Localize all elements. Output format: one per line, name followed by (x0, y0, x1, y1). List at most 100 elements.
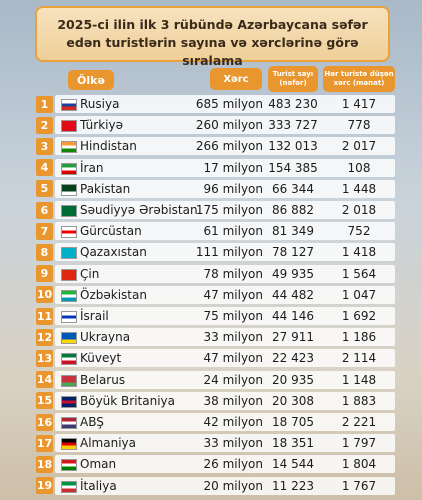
expense: 61 milyon (203, 224, 264, 239)
country-name: Özbəkistan (80, 287, 147, 302)
country-name: Hindistan (80, 139, 137, 154)
per-tourist-expense: 2 114 (341, 351, 377, 366)
rank-badge: 1 (36, 95, 53, 113)
rank-badge: 4 (36, 159, 53, 177)
country-name: Almaniya (80, 436, 136, 451)
tourist-count: 49 935 (272, 266, 314, 281)
flag-icon (61, 205, 77, 217)
expense: 47 milyon (203, 351, 264, 366)
expense: 96 milyon (203, 181, 264, 196)
rank-badge: 18 (36, 455, 53, 473)
flag-icon (61, 417, 77, 429)
rank-badge: 12 (36, 328, 53, 346)
tourist-count: 333 727 (268, 118, 318, 133)
flag-icon (61, 99, 77, 111)
flag-icon (61, 120, 77, 133)
row-background (55, 349, 395, 368)
per-tourist-expense: 1 797 (341, 436, 377, 451)
row-background (55, 413, 395, 431)
expense: 47 milyon (203, 287, 264, 302)
tourist-count: 44 146 (272, 309, 314, 323)
row-background (55, 476, 395, 495)
per-tourist-expense: 1 186 (341, 330, 377, 345)
flag-icon (61, 226, 77, 239)
row-background (55, 370, 395, 389)
expense: 17 milyon (203, 160, 264, 175)
country-name: Oman (80, 457, 117, 472)
flag-icon (61, 162, 77, 175)
row-background (55, 222, 395, 241)
per-tourist-expense: 1 804 (341, 457, 377, 472)
title-line: edən turistlərin sayına və xərclərinə gö… (66, 35, 359, 68)
rank-badge: 11 (36, 307, 53, 325)
per-tourist-expense: 2 221 (341, 415, 377, 429)
tourist-count: 483 230 (268, 97, 318, 111)
rank-badge: 19 (36, 477, 53, 495)
tourist-count: 27 911 (272, 330, 314, 345)
row-background (55, 158, 395, 177)
country-name: Gürcüstan (80, 224, 142, 239)
row-background (55, 243, 395, 262)
rank-badge: 9 (36, 265, 53, 283)
country-name: Pakistan (80, 181, 131, 196)
tourist-count: 20 308 (272, 393, 314, 408)
row-background (55, 285, 395, 304)
row-background (55, 391, 395, 410)
flag-icon (61, 438, 77, 451)
flag-icon (61, 311, 77, 323)
expense: 33 milyon (203, 436, 264, 451)
tourist-count: 18 705 (272, 415, 314, 429)
tourist-count: 18 351 (272, 436, 314, 451)
row-background (55, 179, 395, 198)
country-name: Çin (80, 266, 100, 281)
expense: 42 milyon (203, 415, 264, 429)
row-background (55, 95, 395, 113)
per-tourist-expense: 1 564 (341, 266, 377, 281)
row-background (55, 116, 395, 135)
country-name: İtaliya (80, 478, 117, 493)
tourist-count: 22 423 (272, 351, 314, 366)
expense: 33 milyon (203, 330, 264, 345)
rank-badge: 7 (36, 222, 53, 240)
per-tourist-expense: 2 018 (341, 203, 377, 217)
expense: 685 milyon (195, 97, 263, 111)
country-name: Rusiya (80, 97, 120, 111)
per-tourist-expense: 778 (347, 118, 371, 133)
expense: 175 milyon (195, 203, 263, 217)
row-background (55, 455, 395, 474)
expense: 38 milyon (203, 393, 264, 408)
column-header: Xərc (210, 68, 262, 90)
country-name: Qazaxıstan (80, 245, 147, 260)
expense: 24 milyon (203, 372, 264, 387)
expense: 78 milyon (203, 266, 264, 281)
flag-icon (61, 395, 77, 408)
column-header: Ölkə (68, 70, 114, 90)
country-name: Böyük Britaniya (80, 393, 175, 408)
rank-badge: 13 (36, 349, 53, 367)
rank-badge: 15 (36, 392, 53, 410)
country-name: ABŞ (80, 415, 104, 429)
per-tourist-expense: 1 883 (341, 393, 377, 408)
row-background (55, 201, 395, 219)
expense: 26 milyon (203, 457, 264, 472)
title-line: 2025-ci ilin ilk 3 rübündə Azərbaycana s… (57, 17, 368, 32)
rank-badge: 10 (36, 286, 53, 304)
flag-icon (61, 374, 77, 387)
tourist-count: 81 349 (272, 224, 314, 239)
per-tourist-expense: 108 (347, 160, 371, 175)
row-background (55, 307, 395, 325)
per-tourist-expense: 1 418 (341, 245, 377, 260)
row-background (55, 137, 395, 156)
per-tourist-expense: 1 767 (341, 478, 377, 493)
tourist-count: 14 544 (272, 457, 314, 472)
rank-badge: 8 (36, 243, 53, 261)
flag-icon (61, 268, 77, 281)
expense: 20 milyon (203, 478, 264, 493)
tourist-count: 132 013 (268, 139, 318, 154)
tourist-count: 11 223 (272, 478, 314, 493)
tourist-count: 86 882 (272, 203, 314, 217)
flag-icon (61, 332, 77, 345)
tourist-count: 20 935 (272, 372, 314, 387)
expense: 266 milyon (195, 139, 263, 154)
per-tourist-expense: 1 448 (341, 181, 377, 196)
